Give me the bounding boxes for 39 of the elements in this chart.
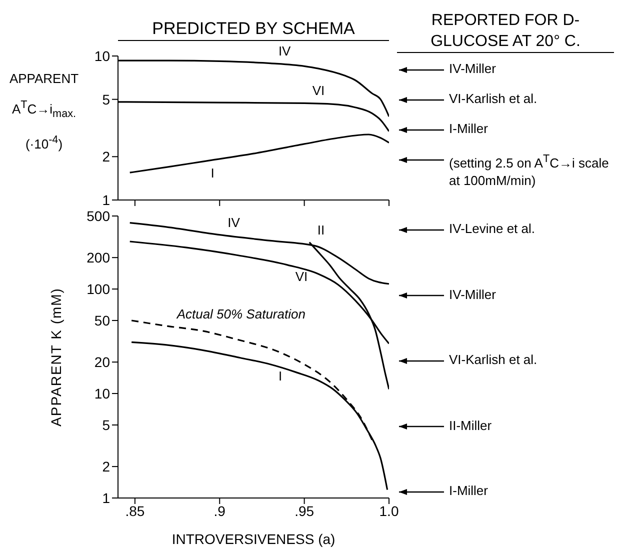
text: VI-Karlish et al. bbox=[449, 351, 538, 369]
series-label: VI bbox=[295, 268, 308, 284]
y-tick-label: 1 bbox=[102, 490, 110, 506]
series-label: I bbox=[278, 368, 282, 384]
y-tick-label: 10 bbox=[94, 48, 110, 64]
series-label: IV bbox=[278, 43, 292, 58]
y-tick-label: 2 bbox=[102, 148, 110, 165]
y-tick-label: 20 bbox=[94, 354, 110, 370]
series-label: IV bbox=[228, 214, 240, 230]
text: REPORTED FOR D-GLUCOSE AT 20° C. bbox=[397, 10, 614, 53]
y-tick-label: 500 bbox=[86, 208, 110, 224]
series-label: VI bbox=[312, 83, 325, 98]
text: I-Miller bbox=[449, 482, 489, 500]
text: IV-Miller bbox=[449, 60, 497, 78]
y-tick-label: 200 bbox=[86, 250, 110, 266]
y-axis-title: APPARENT K (mM) bbox=[48, 288, 64, 426]
series-label: I bbox=[210, 166, 214, 181]
y-tick-label: 2 bbox=[102, 458, 110, 475]
chart-title: PREDICTED BY SCHEMA bbox=[118, 18, 389, 41]
y-tick-label: 5 bbox=[102, 416, 110, 433]
series-label: Actual 50% Saturation bbox=[176, 306, 306, 322]
text: VI-Karlish et al. bbox=[449, 90, 538, 108]
x-tick-label: .85 bbox=[125, 502, 145, 519]
text: APPARENT A$^{T}$C→i$_{max.}$ (·10$^{-4}$) bbox=[9, 71, 79, 152]
series-label: II bbox=[317, 222, 325, 238]
text: I-Miller bbox=[449, 120, 489, 138]
y-tick-label: 1 bbox=[102, 192, 110, 208]
text: IV-Levine et al. bbox=[449, 220, 536, 238]
y-tick-label: 10 bbox=[94, 385, 110, 402]
x-tick-label: 1.0 bbox=[379, 502, 399, 519]
text: II-Miller bbox=[449, 416, 493, 434]
y-tick-label: 50 bbox=[94, 312, 110, 328]
y-tick-label: 100 bbox=[86, 281, 110, 297]
text: IV-Miller bbox=[449, 286, 497, 304]
x-tick-label: .95 bbox=[294, 502, 314, 519]
y-tick-label: 5 bbox=[102, 91, 110, 108]
text: (setting 2.5 on A$^{T}$C→i scale at 100mM/min) bbox=[449, 152, 610, 190]
x-tick-label: .9 bbox=[214, 502, 226, 519]
x-axis-title: INTROVERSIVENESS (a) bbox=[172, 531, 336, 547]
